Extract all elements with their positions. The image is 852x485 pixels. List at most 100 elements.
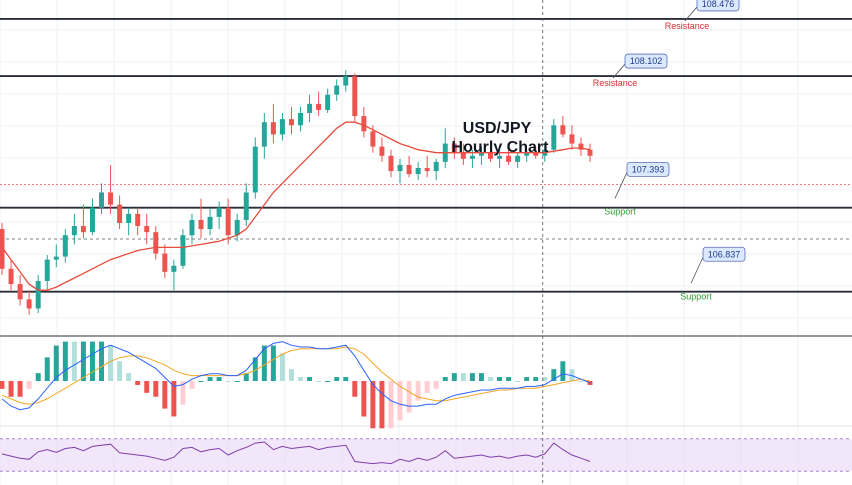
candle-body — [135, 213, 141, 227]
chart-title-line2: Hourly Chart — [452, 139, 550, 156]
macd-histogram-bar — [126, 373, 132, 381]
rsi-pane — [0, 438, 852, 472]
macd-histogram-bar — [234, 381, 240, 382]
macd-histogram-bar — [460, 373, 466, 381]
macd-histogram-bar — [515, 381, 521, 382]
candle-body — [189, 219, 195, 236]
candle-body — [108, 192, 114, 205]
candle-body — [270, 122, 276, 135]
candle-body — [207, 216, 213, 230]
macd-histogram-bar — [488, 377, 493, 381]
candle-body — [89, 207, 95, 233]
candlesticks — [0, 70, 593, 315]
candle-body — [397, 164, 403, 172]
candle-body — [53, 256, 59, 260]
macd-histogram-bar — [8, 381, 14, 397]
macd-histogram-bar — [207, 377, 213, 381]
macd-histogram-bar — [216, 377, 222, 381]
macd-histogram-bar — [542, 377, 548, 381]
candle-body — [316, 103, 322, 110]
macd-histogram-bar — [451, 373, 457, 381]
macd-histogram-bar — [379, 381, 385, 429]
price-callout-label: 106.837 — [708, 249, 741, 259]
resistance-label: Resistance — [665, 21, 710, 31]
candle-body — [8, 268, 14, 285]
macd-histogram-bar — [26, 381, 32, 389]
candle-body — [478, 152, 484, 156]
macd-histogram-bar — [298, 377, 304, 381]
candle-body — [35, 281, 41, 309]
macd-histogram-bar — [551, 369, 557, 381]
candle-body — [334, 85, 340, 95]
macd-histogram-bar — [62, 341, 68, 381]
price-callout-label: 108.102 — [630, 56, 663, 66]
support-resistance-lines — [0, 18, 852, 293]
macd-histogram-bar — [578, 381, 584, 382]
macd-line — [1, 341, 591, 411]
macd-histogram-bar — [279, 353, 285, 381]
candle-body — [524, 152, 530, 156]
macd-histogram-bar — [343, 377, 349, 381]
macd-histogram-bar — [153, 381, 159, 397]
price-callout-box — [624, 53, 668, 69]
macd-histogram-bar — [252, 357, 258, 381]
price-callout-box — [626, 161, 670, 177]
candle-body — [370, 131, 376, 147]
macd-histogram-bar — [288, 369, 294, 381]
candle-body — [62, 235, 68, 257]
macd-histogram-bar — [0, 381, 5, 389]
callout-pointer — [690, 257, 704, 284]
price-callout-box — [696, 0, 740, 12]
candle-body — [433, 161, 439, 172]
candle-body — [243, 192, 249, 220]
macd-histogram-bar — [569, 369, 575, 381]
macd-histogram-bar — [162, 381, 168, 409]
macd-histogram-bar — [524, 377, 530, 381]
candle-body — [578, 143, 584, 150]
macd-histogram-bar — [352, 381, 358, 397]
candle-body — [451, 143, 457, 153]
macd-histogram-bar — [243, 373, 249, 381]
price-callout-label: 107.393 — [632, 164, 665, 174]
macd-histogram-bar — [108, 345, 114, 381]
candle-body — [560, 125, 566, 135]
candle-body — [506, 155, 512, 162]
macd-histogram-bar — [270, 345, 276, 381]
macd-histogram-bar — [307, 377, 313, 381]
support-label: Support — [680, 291, 712, 301]
candle-body — [0, 229, 5, 269]
candle-body — [406, 164, 412, 175]
macd-pane — [0, 341, 593, 429]
price-callout-label: 108.476 — [702, 0, 735, 9]
candle-body — [298, 113, 304, 126]
macd-histogram-bar — [478, 373, 484, 381]
candle-body — [551, 125, 557, 150]
macd-histogram-bar — [80, 341, 86, 381]
macd-histogram-bar — [506, 377, 512, 381]
macd-histogram — [0, 341, 593, 429]
candle-body — [497, 155, 503, 159]
rsi-band — [0, 438, 852, 472]
candle-body — [533, 152, 539, 156]
macd-histogram-bar — [53, 345, 59, 381]
callout-pointer — [614, 172, 628, 199]
candle-body — [171, 265, 177, 272]
macd-histogram-bar — [397, 381, 403, 421]
candle-body — [117, 204, 123, 223]
macd-histogram-bar — [117, 361, 123, 381]
candle-body — [261, 122, 267, 147]
support-label: Support — [604, 206, 636, 216]
macd-histogram-bar — [171, 381, 177, 417]
price-callout-box — [702, 246, 746, 262]
candle-body — [198, 219, 204, 230]
macd-histogram-bar — [497, 377, 503, 381]
candle-body — [80, 226, 86, 233]
candle-body — [144, 226, 150, 233]
candle-body — [569, 134, 575, 144]
macd-histogram-bar — [415, 381, 421, 401]
candle-body — [587, 149, 593, 156]
candle-body — [469, 155, 475, 159]
candle-body — [279, 119, 285, 135]
macd-histogram-bar — [424, 381, 430, 393]
